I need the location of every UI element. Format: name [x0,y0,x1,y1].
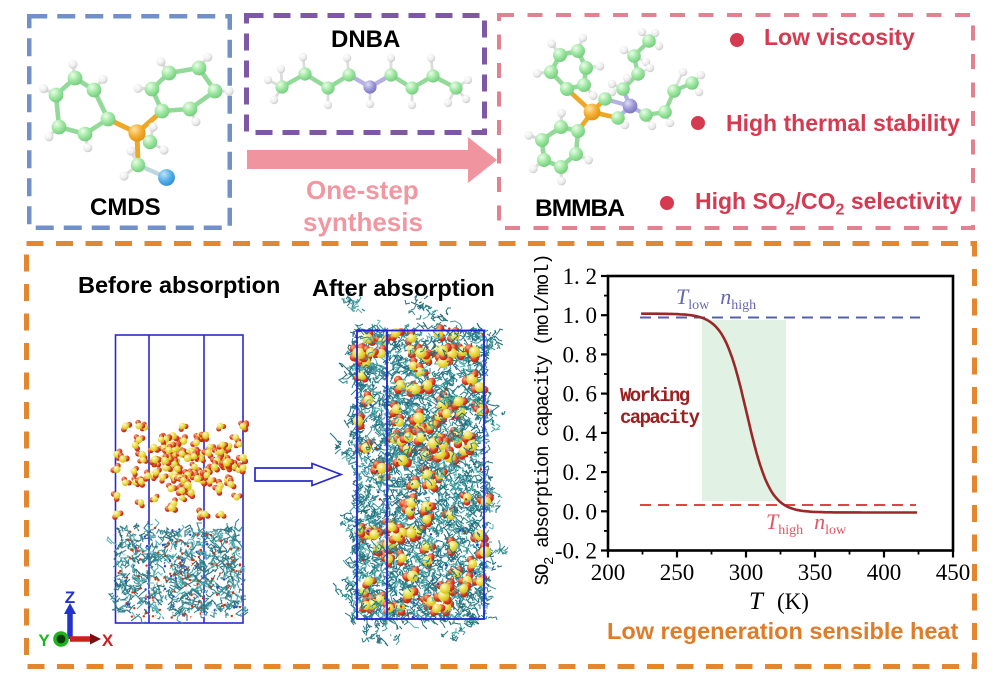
svg-text:capacity: capacity [620,407,701,429]
svg-text:(K): (K) [777,589,809,614]
svg-text:0. 4: 0. 4 [563,421,598,446]
svg-text:1. 2: 1. 2 [563,264,598,289]
svg-text:Z: Z [65,588,75,607]
svg-text:SO2 absorption capacity (mol/m: SO2 absorption capacity (mol/mol) [532,255,558,585]
svg-text:Y: Y [38,631,50,650]
svg-text:0. 8: 0. 8 [563,342,598,367]
svg-text:0. 2: 0. 2 [563,460,598,485]
svg-text:T: T [749,588,765,615]
svg-text:250: 250 [660,560,695,585]
svg-text:Working: Working [620,385,690,407]
svg-text:200: 200 [591,560,626,585]
svg-text:0. 6: 0. 6 [563,382,598,407]
svg-text:Thigh nlow: Thigh nlow [766,509,847,538]
svg-text:0. 0: 0. 0 [563,499,598,524]
svg-text:1. 0: 1. 0 [563,303,598,328]
svg-text:350: 350 [798,560,833,585]
svg-text:-0. 2: -0. 2 [555,539,597,564]
svg-text:400: 400 [867,560,902,585]
svg-text:Tlow nhigh: Tlow nhigh [676,284,756,313]
svg-text:X: X [102,631,114,650]
svg-text:450: 450 [936,560,971,585]
svg-text:300: 300 [729,560,764,585]
